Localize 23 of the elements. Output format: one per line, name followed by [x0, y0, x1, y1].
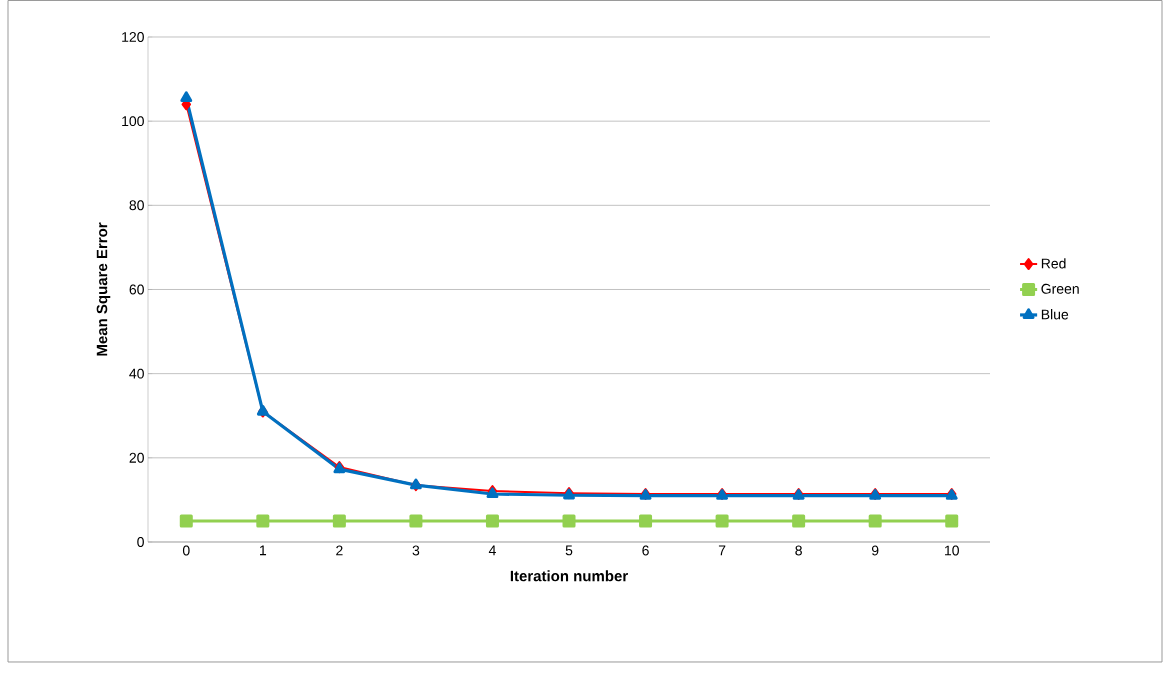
- x-tick-label: 6: [642, 545, 649, 556]
- x-tick-label: 1: [260, 545, 267, 556]
- x-tick-label: 5: [565, 545, 573, 556]
- x-tick-label: 9: [871, 545, 879, 556]
- x-axis-title: Iteration number: [510, 570, 628, 582]
- x-tick-label: 4: [488, 545, 496, 556]
- x-tick-label: 8: [795, 545, 802, 556]
- legend-label: Red: [1041, 258, 1066, 269]
- y-tick-label: 20: [129, 452, 144, 463]
- x-tick-label: 7: [718, 545, 726, 556]
- y-axis-title: Mean Square Error: [96, 222, 111, 356]
- y-tick-label: 60: [129, 284, 144, 295]
- legend-label: Blue: [1041, 309, 1069, 320]
- y-tick-label: 40: [129, 368, 144, 379]
- x-tick-label: 2: [336, 545, 343, 556]
- x-tick-label: 0: [182, 545, 190, 556]
- legend-label: Green: [1041, 283, 1079, 294]
- y-tick-label: 80: [129, 200, 144, 211]
- x-tick-label: 3: [412, 545, 420, 556]
- x-tick-label: 10: [945, 545, 959, 556]
- y-tick-label: 120: [122, 32, 144, 42]
- y-tick-label: 100: [122, 116, 144, 127]
- y-tick-label: 0: [137, 537, 144, 547]
